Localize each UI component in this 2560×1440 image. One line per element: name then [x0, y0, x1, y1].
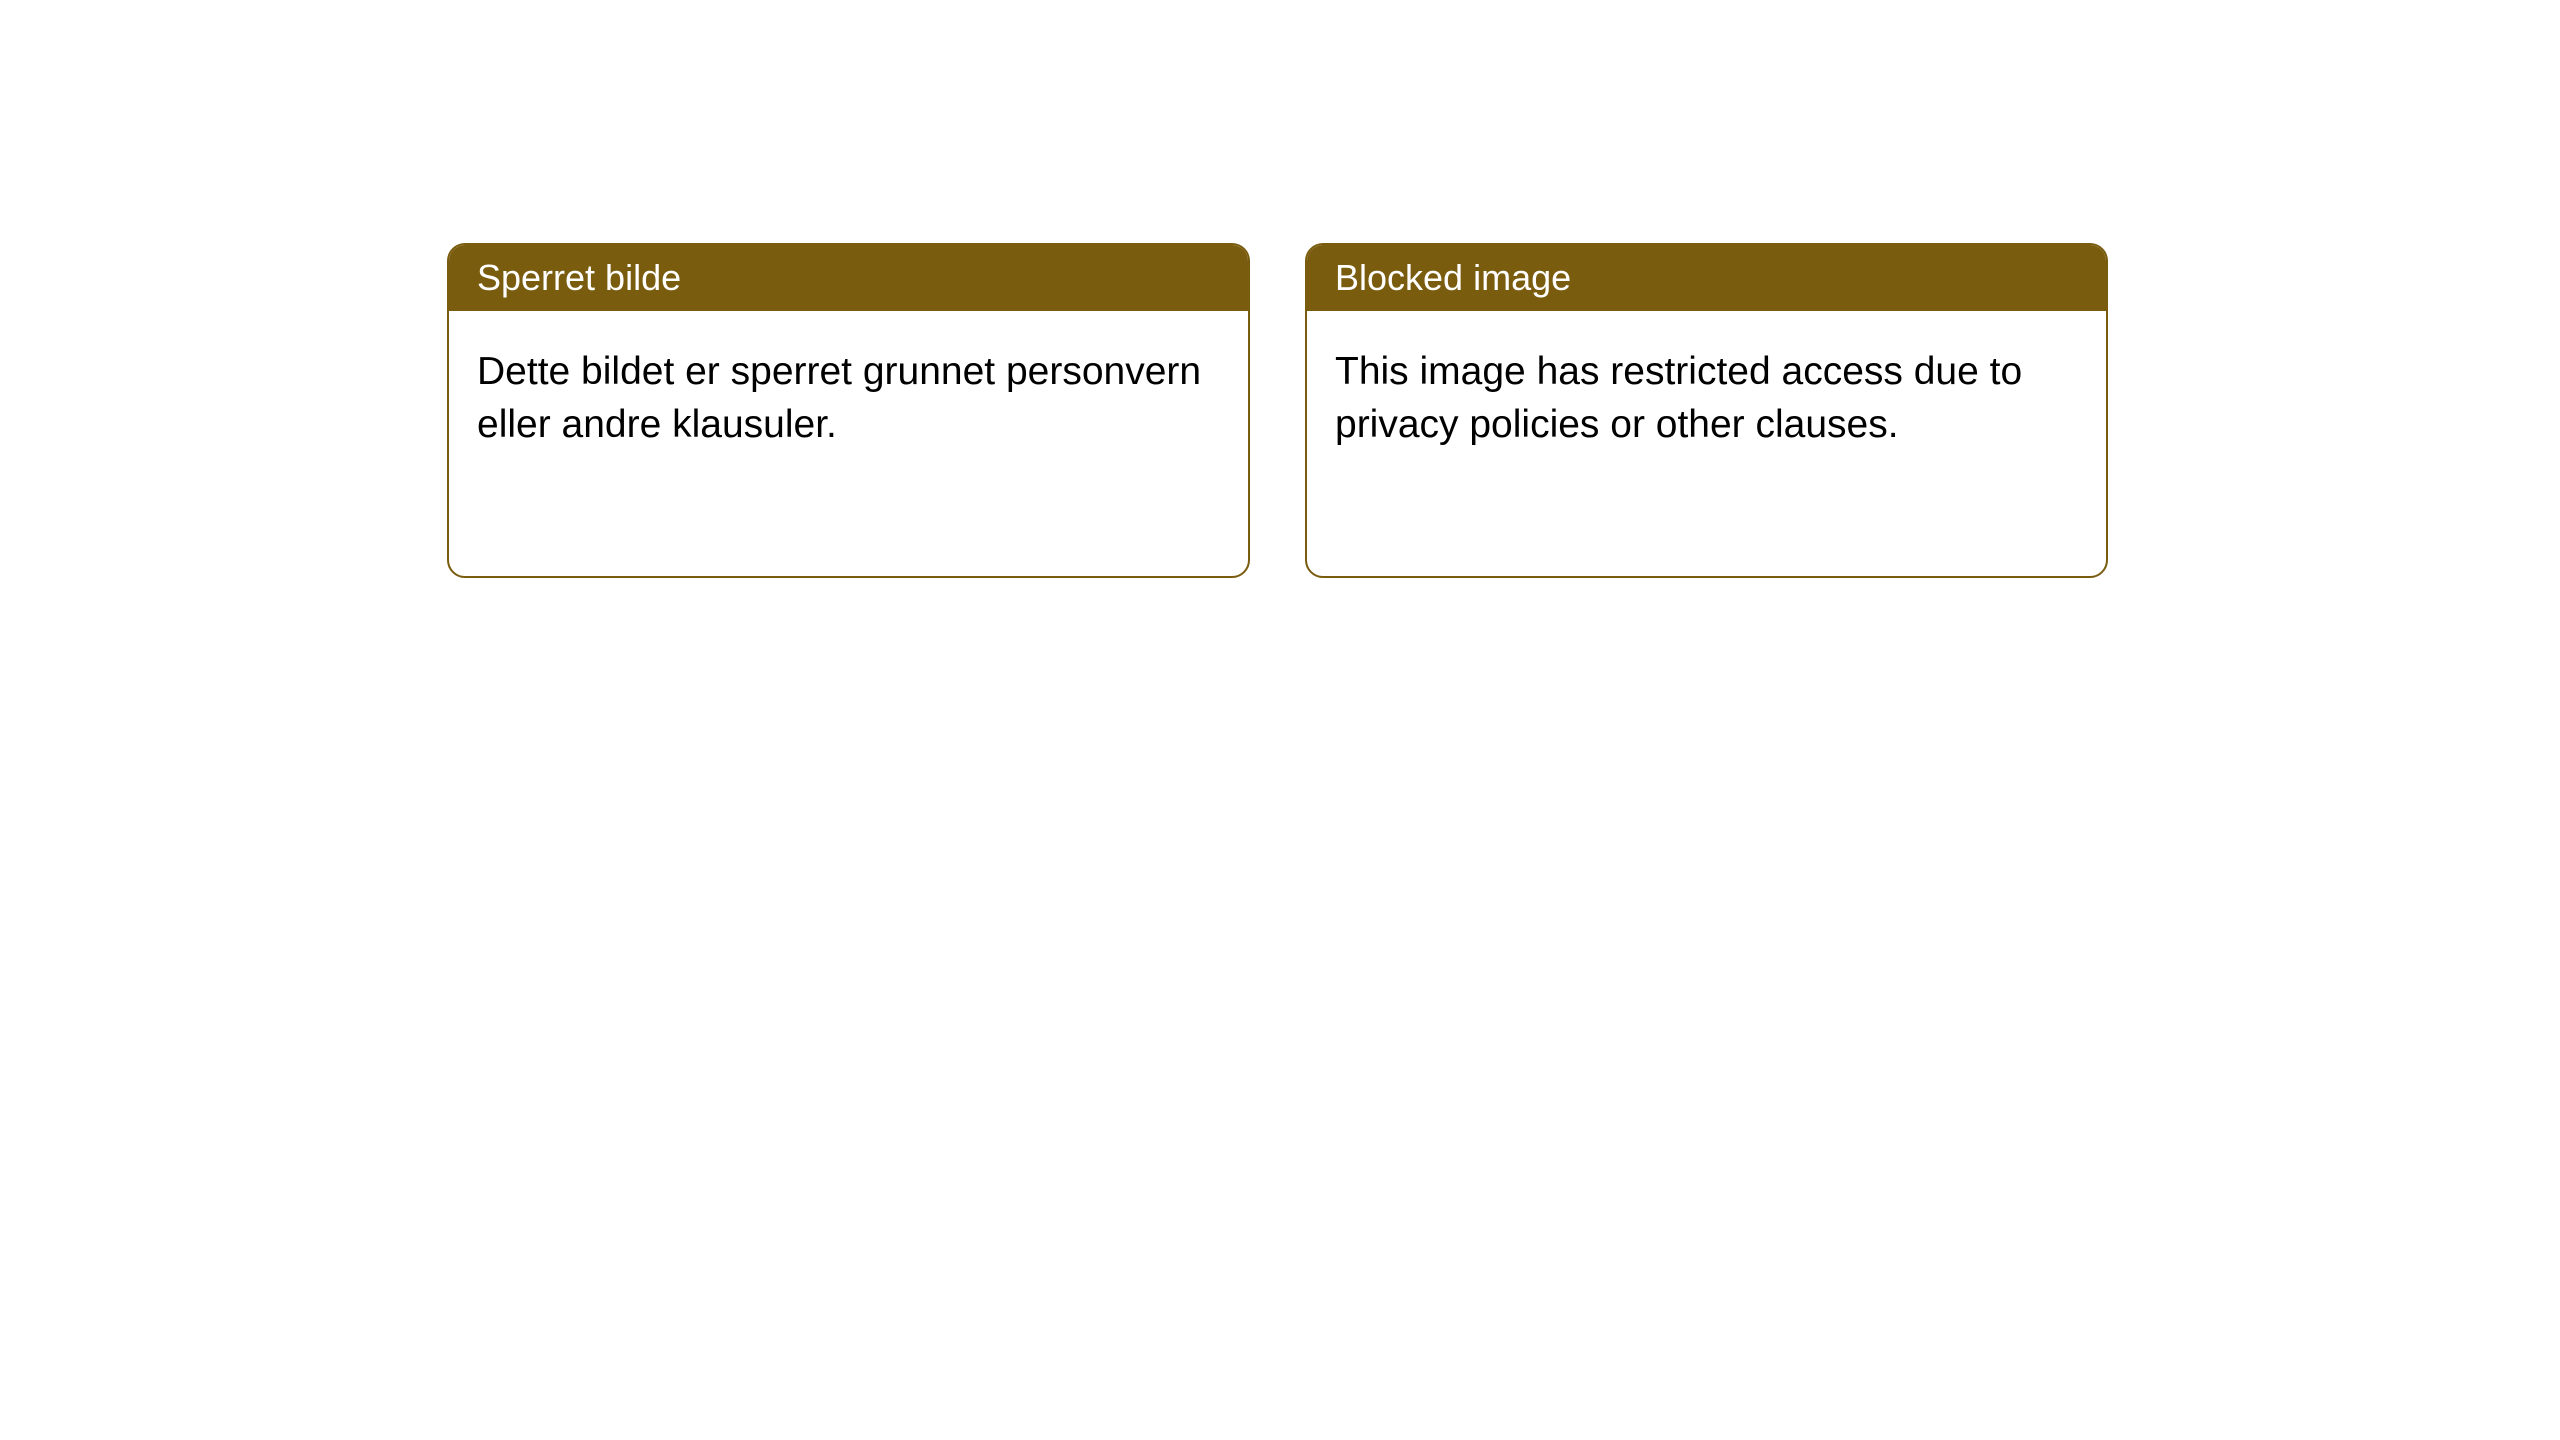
notice-container: Sperret bilde Dette bildet er sperret gr…	[0, 0, 2560, 578]
notice-title-no: Sperret bilde	[449, 245, 1248, 311]
notice-title-en: Blocked image	[1307, 245, 2106, 311]
blocked-image-notice-no: Sperret bilde Dette bildet er sperret gr…	[447, 243, 1250, 578]
notice-message-no: Dette bildet er sperret grunnet personve…	[449, 311, 1248, 486]
blocked-image-notice-en: Blocked image This image has restricted …	[1305, 243, 2108, 578]
notice-message-en: This image has restricted access due to …	[1307, 311, 2106, 486]
